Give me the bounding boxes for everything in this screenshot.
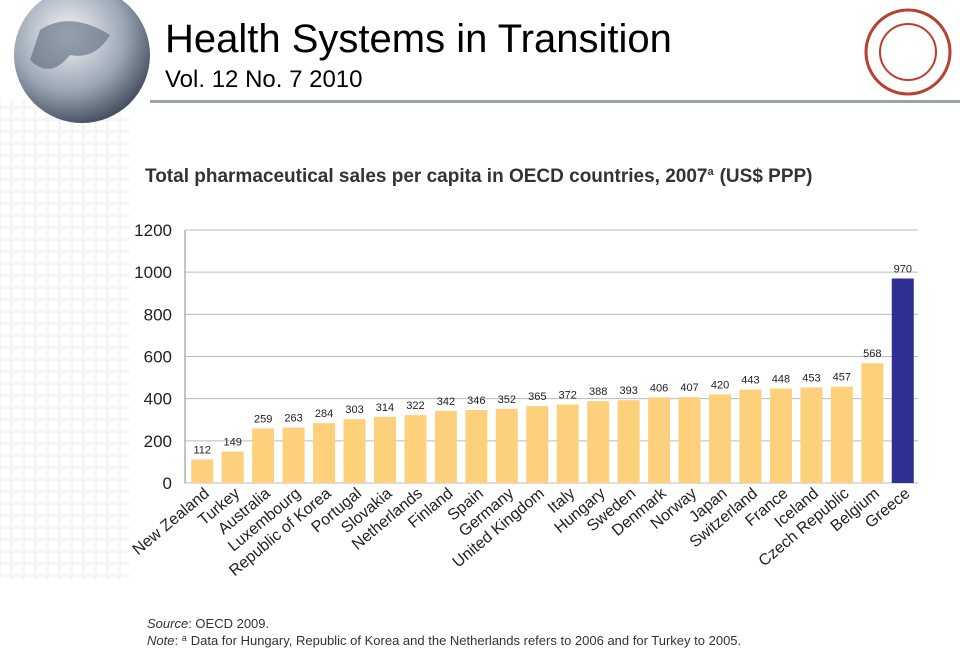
bar <box>678 397 701 483</box>
value-label: 149 <box>224 437 242 449</box>
value-label: 372 <box>559 390 577 402</box>
bar <box>648 397 671 483</box>
source: Source: OECD 2009. <box>147 616 269 631</box>
bar <box>373 416 396 483</box>
chart-title-main: Total pharmaceutical sales per capita in… <box>145 166 707 187</box>
bar <box>861 363 884 483</box>
y-tick-label: 800 <box>144 305 172 324</box>
y-tick-label: 1200 <box>134 221 172 240</box>
bar <box>404 415 427 483</box>
value-label: 263 <box>284 413 302 425</box>
value-label: 453 <box>802 372 820 384</box>
note: Note: a Data for Hungary, Republic of Kor… <box>147 633 741 648</box>
bar <box>709 394 732 483</box>
bar <box>252 428 275 483</box>
chart-title: Total pharmaceutical sales per capita in… <box>145 166 813 187</box>
value-label: 259 <box>254 413 272 425</box>
y-tick-label: 200 <box>144 432 172 451</box>
bar <box>891 278 914 483</box>
value-label: 314 <box>376 402 394 414</box>
value-label: 443 <box>741 375 759 387</box>
value-label: 970 <box>894 263 912 275</box>
bar <box>313 423 336 483</box>
y-tick-label: 0 <box>163 474 172 493</box>
chart-title-superscript: a <box>707 166 714 178</box>
bar <box>617 400 640 483</box>
value-label: 407 <box>680 382 698 394</box>
bar <box>556 404 579 483</box>
bar <box>221 451 244 483</box>
y-tick-label: 1000 <box>134 263 172 282</box>
bar <box>495 408 518 483</box>
value-label: 406 <box>650 382 668 394</box>
value-label: 352 <box>498 394 516 406</box>
value-label: 393 <box>619 385 637 397</box>
bar <box>526 406 549 483</box>
globe-land <box>30 21 110 69</box>
value-label: 388 <box>589 386 607 398</box>
bar <box>191 459 214 483</box>
value-label: 112 <box>193 444 211 456</box>
chart-title-unit: (US$ PPP) <box>720 166 813 187</box>
header-rule <box>150 100 960 103</box>
note-marker: a <box>182 633 187 643</box>
bar <box>434 410 457 483</box>
bar <box>830 386 853 483</box>
note-label: Note <box>147 633 174 648</box>
note-colon: : <box>174 633 181 648</box>
bar <box>739 389 762 483</box>
y-tick-label: 600 <box>144 348 172 367</box>
value-label: 457 <box>833 372 851 384</box>
note-text: Data for Hungary, Republic of Korea and … <box>191 633 741 648</box>
source-label: Source <box>147 616 188 631</box>
value-label: 448 <box>772 374 790 386</box>
slide-subtitle: Vol. 12 No. 7 2010 <box>165 66 362 93</box>
value-label: 322 <box>406 400 424 412</box>
bar <box>343 419 366 483</box>
bar <box>769 388 792 483</box>
value-label: 284 <box>315 408 333 420</box>
slide-title: Health Systems in Transition <box>165 17 672 61</box>
value-label: 568 <box>863 348 881 360</box>
y-tick-label: 400 <box>144 390 172 409</box>
university-seal <box>864 8 952 96</box>
university-seal-inner <box>879 23 937 81</box>
bar <box>282 427 305 483</box>
bar <box>587 401 610 483</box>
background-pattern <box>0 100 130 580</box>
value-label: 342 <box>437 396 455 408</box>
bar <box>800 387 823 483</box>
source-text: : OECD 2009. <box>188 616 269 631</box>
value-label: 365 <box>528 391 546 403</box>
value-label: 303 <box>345 404 363 416</box>
value-label: 346 <box>467 395 485 407</box>
bar <box>465 410 488 483</box>
value-label: 420 <box>711 379 729 391</box>
